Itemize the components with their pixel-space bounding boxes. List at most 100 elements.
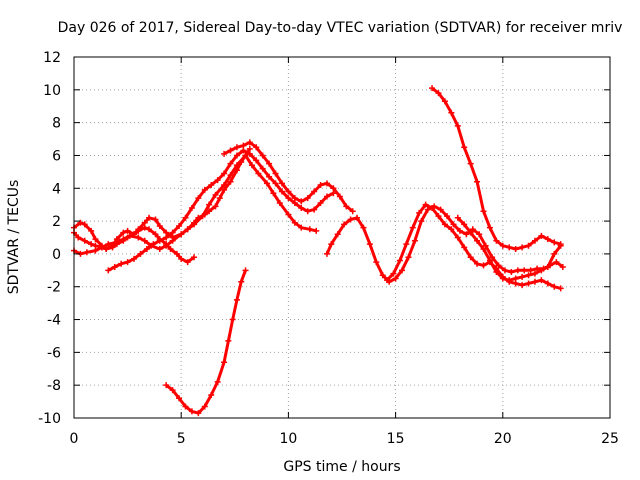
data-point <box>304 208 311 215</box>
data-point <box>88 241 95 248</box>
data-point <box>486 224 493 231</box>
data-point <box>163 242 170 249</box>
data-point <box>195 410 202 417</box>
data-point <box>137 250 144 257</box>
data-point <box>182 403 189 410</box>
data-point <box>221 150 228 157</box>
series-line <box>107 149 335 272</box>
data-point <box>150 241 157 248</box>
y-tick-label: 4 <box>52 181 61 197</box>
data-point <box>311 188 318 195</box>
data-point <box>131 255 138 262</box>
data-point <box>553 259 560 266</box>
data-point <box>92 236 99 243</box>
y-tick-label: -10 <box>38 411 61 427</box>
data-point <box>538 267 545 274</box>
data-point <box>272 170 279 177</box>
data-point <box>349 208 356 215</box>
data-point <box>454 214 461 221</box>
y-tick-label: -4 <box>47 313 61 329</box>
data-point <box>448 109 455 116</box>
data-point <box>83 249 90 256</box>
data-point <box>493 237 500 244</box>
y-tick-label: 10 <box>43 83 61 99</box>
data-point <box>508 268 515 275</box>
plot-frame <box>73 56 611 419</box>
data-point <box>146 214 153 221</box>
x-tick-label: 0 <box>70 431 79 447</box>
data-point <box>278 188 285 195</box>
data-point <box>227 178 234 185</box>
data-point <box>233 144 240 151</box>
data-point <box>141 237 148 244</box>
data-point <box>525 272 532 279</box>
data-point <box>384 277 391 284</box>
data-point <box>221 359 228 366</box>
data-point <box>403 241 410 248</box>
y-axis: -10 -8 -6 -4 -2 0 2 4 6 8 10 12 <box>38 50 610 427</box>
data-point <box>233 296 240 303</box>
data-point <box>227 147 234 154</box>
data-point <box>538 232 545 239</box>
data-point <box>444 213 451 220</box>
data-point <box>551 283 558 290</box>
data-point <box>240 142 247 149</box>
data-point <box>531 278 538 285</box>
data-point <box>191 254 198 261</box>
series-arc-5 <box>221 139 356 215</box>
data-point <box>506 244 513 251</box>
data-point <box>396 257 403 264</box>
data-point <box>221 170 228 177</box>
data-point <box>212 203 219 210</box>
y-tick-label: 0 <box>52 247 61 263</box>
data-point <box>242 267 249 274</box>
data-point <box>429 85 436 92</box>
data-point <box>156 245 163 252</box>
data-point <box>336 193 343 200</box>
x-tick-label: 5 <box>177 431 186 447</box>
data-point <box>437 206 444 213</box>
data-point <box>276 200 283 207</box>
data-point <box>208 181 215 188</box>
data-point <box>499 242 506 249</box>
data-point <box>418 218 425 225</box>
data-point <box>195 195 202 202</box>
data-point <box>493 268 500 275</box>
data-point <box>506 277 513 284</box>
data-point <box>182 214 189 221</box>
data-point <box>184 226 191 233</box>
data-point <box>272 180 279 187</box>
data-point <box>141 219 148 226</box>
data-point <box>467 160 474 167</box>
y-tick-label: -8 <box>47 378 61 394</box>
data-point <box>233 162 240 169</box>
data-point <box>343 203 350 210</box>
data-point <box>328 241 335 248</box>
data-point <box>495 262 502 269</box>
data-point <box>184 259 191 266</box>
data-point <box>311 206 318 213</box>
data-point <box>298 204 305 211</box>
data-point <box>519 244 526 251</box>
data-point <box>75 234 82 241</box>
data-point <box>253 144 260 151</box>
data-point <box>248 162 255 169</box>
data-point <box>176 395 183 402</box>
data-point <box>225 337 232 344</box>
data-point <box>152 216 159 223</box>
y-tick-label: 8 <box>52 116 61 132</box>
data-point <box>81 221 88 228</box>
data-point <box>323 180 330 187</box>
data-point <box>285 211 292 218</box>
data-point <box>229 316 236 323</box>
data-point <box>557 242 564 249</box>
data-point <box>392 275 399 282</box>
data-point <box>512 245 519 252</box>
data-point <box>285 195 292 202</box>
data-point <box>173 250 180 257</box>
data-point <box>390 270 397 277</box>
data-point <box>113 239 120 246</box>
data-point <box>347 216 354 223</box>
data-point <box>461 144 468 151</box>
series-arc-4 <box>105 147 337 274</box>
